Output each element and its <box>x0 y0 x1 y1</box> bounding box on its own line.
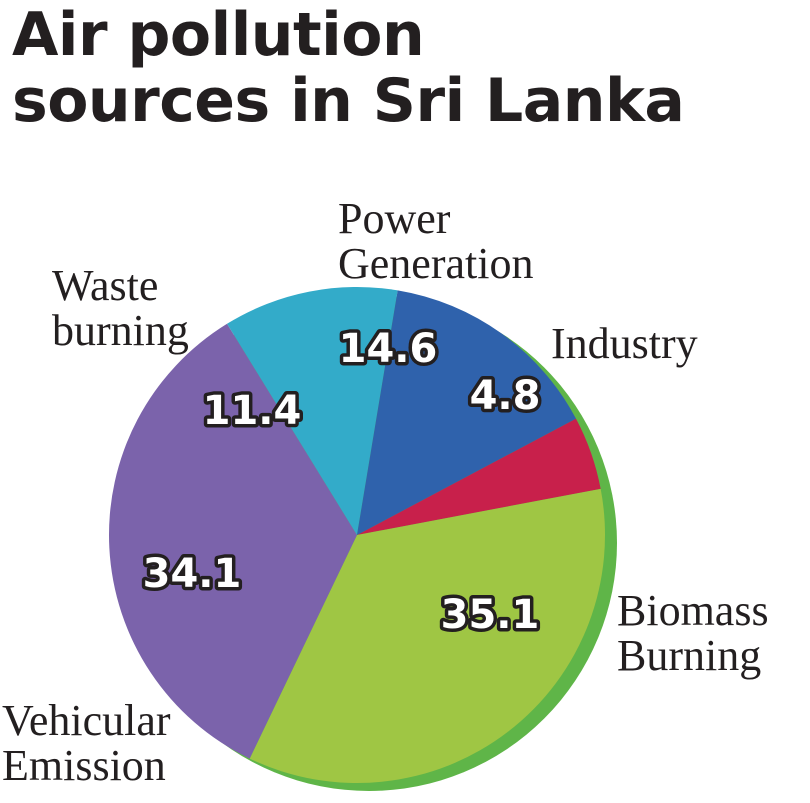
category-label-line: Power <box>338 194 451 243</box>
category-label-line: Vehicular <box>2 696 171 745</box>
pie-category-labels: Industry Biomass Burning Vehicular Emission W… <box>2 194 769 790</box>
value-label-power-generation: 14.6 <box>339 326 438 372</box>
category-label-biomass-burning: Biomass Burning <box>617 586 769 680</box>
value-label-biomass-burning: 35.1 <box>441 592 540 638</box>
chart-title: Air pollution sources in Sri Lanka <box>12 2 802 134</box>
category-label-line: Burning <box>617 631 761 680</box>
category-label-line: Emission <box>2 741 166 790</box>
category-label-industry: Industry <box>551 319 698 368</box>
value-label-waste-burning: 11.4 <box>203 388 302 434</box>
category-label-waste-burning: Waste burning <box>52 261 189 355</box>
pie-slice-waste-burning <box>227 287 398 535</box>
pie-slice-industry <box>357 418 601 535</box>
value-label-vehicular-emission: 34.1 <box>143 551 242 597</box>
pie-slice-power-generation <box>357 290 576 535</box>
pie-slice-vehicular-emission <box>108 323 357 759</box>
pie-slice-biomass-burning <box>249 488 605 783</box>
category-label-vehicular-emission: Vehicular Emission <box>2 696 171 790</box>
pie-value-labels: 4.8 35.1 34.1 11.4 14.6 <box>139 323 544 642</box>
value-label-industry: 4.8 <box>470 373 541 419</box>
category-label-line: Waste <box>52 261 158 310</box>
category-label-line: Industry <box>551 319 698 368</box>
category-label-line: burning <box>52 306 189 355</box>
chart-title-line-1: Air pollution <box>12 0 425 70</box>
category-label-power-generation: Power Generation <box>338 194 533 288</box>
category-label-line: Generation <box>338 239 533 288</box>
chart-title-line-2: sources in Sri Lanka <box>12 66 685 136</box>
pie-slices <box>108 287 605 783</box>
category-label-line: Biomass <box>617 586 769 635</box>
